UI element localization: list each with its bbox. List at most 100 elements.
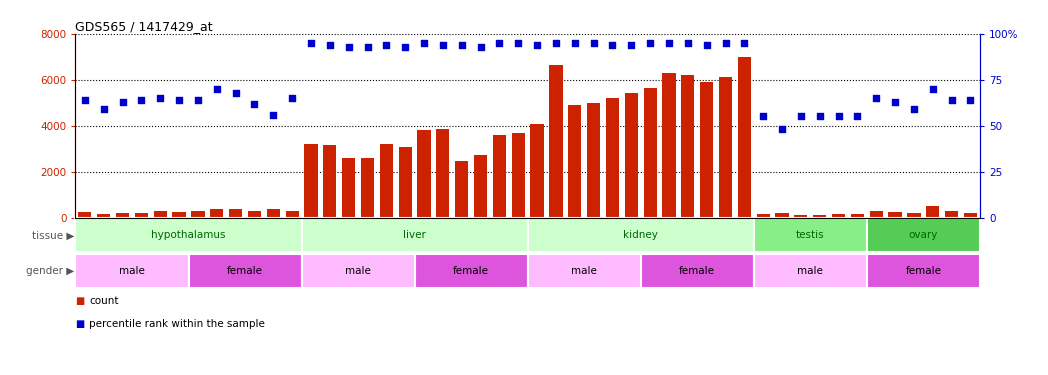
Bar	[640, 254, 754, 288]
Bar	[342, 158, 355, 218]
Bar	[474, 156, 487, 218]
Bar	[738, 57, 751, 217]
Point	[190, 97, 206, 103]
Point	[435, 42, 452, 48]
Point	[585, 40, 602, 46]
Bar	[794, 215, 807, 217]
Bar	[379, 144, 393, 218]
Bar	[398, 147, 412, 218]
Bar	[192, 211, 204, 218]
Bar	[832, 214, 845, 217]
Bar	[266, 210, 280, 218]
Bar	[302, 254, 415, 288]
Bar	[587, 103, 601, 218]
Bar	[527, 218, 754, 252]
Point	[473, 44, 489, 50]
Point	[528, 42, 545, 48]
Point	[755, 113, 771, 119]
Bar	[189, 254, 302, 288]
Point	[322, 42, 339, 48]
Point	[868, 95, 885, 101]
Point	[717, 40, 734, 46]
Point	[114, 99, 131, 105]
Bar	[754, 254, 867, 288]
Bar	[754, 218, 867, 252]
Point	[492, 40, 508, 46]
Bar	[851, 214, 864, 217]
Bar	[625, 93, 638, 218]
Bar	[511, 132, 525, 218]
Bar	[302, 218, 527, 252]
Text: hypothalamus: hypothalamus	[151, 230, 225, 240]
Bar	[230, 209, 242, 218]
Bar	[455, 161, 468, 218]
Point	[604, 42, 620, 48]
Point	[679, 40, 696, 46]
Point	[849, 113, 866, 119]
Bar	[889, 212, 901, 217]
Point	[378, 42, 395, 48]
Bar	[493, 135, 506, 218]
Point	[284, 95, 301, 101]
Bar	[662, 73, 676, 217]
Text: male: male	[345, 266, 371, 276]
Text: percentile rank within the sample: percentile rank within the sample	[89, 319, 265, 329]
Point	[811, 113, 828, 119]
Bar	[154, 211, 167, 218]
Bar	[606, 98, 619, 218]
Bar	[813, 215, 826, 217]
Text: female: female	[905, 266, 941, 276]
Point	[943, 97, 960, 103]
Text: liver: liver	[403, 230, 427, 240]
Text: kidney: kidney	[624, 230, 658, 240]
Point	[341, 44, 357, 50]
Bar	[361, 158, 374, 218]
Bar	[417, 130, 431, 218]
Text: male: male	[798, 266, 824, 276]
Text: ovary: ovary	[909, 230, 938, 240]
Bar	[323, 145, 336, 218]
Bar	[870, 211, 882, 218]
Point	[209, 86, 225, 92]
Point	[830, 113, 847, 119]
Bar	[530, 124, 544, 217]
Text: gender ▶: gender ▶	[26, 266, 74, 276]
Text: male: male	[119, 266, 145, 276]
Bar	[700, 82, 714, 218]
Text: testis: testis	[796, 230, 825, 240]
Point	[359, 44, 376, 50]
Point	[887, 99, 903, 105]
Point	[924, 86, 941, 92]
Bar	[116, 213, 129, 217]
Bar	[75, 254, 189, 288]
Point	[227, 90, 244, 96]
Bar	[549, 65, 563, 218]
Bar	[248, 211, 261, 218]
Point	[660, 40, 677, 46]
Bar	[135, 213, 148, 217]
Point	[641, 40, 658, 46]
Bar	[173, 212, 185, 217]
Point	[962, 97, 979, 103]
Point	[303, 40, 320, 46]
Bar	[568, 105, 582, 218]
Bar	[681, 75, 695, 217]
Text: ■: ■	[75, 296, 85, 306]
Bar	[867, 254, 980, 288]
Point	[773, 126, 790, 132]
Bar	[75, 218, 302, 252]
Bar	[719, 77, 733, 218]
Point	[152, 95, 169, 101]
Point	[95, 106, 112, 112]
Point	[698, 42, 715, 48]
Text: GDS565 / 1417429_at: GDS565 / 1417429_at	[75, 20, 213, 33]
Bar	[79, 212, 91, 217]
Point	[265, 112, 282, 118]
Text: ■: ■	[75, 319, 85, 329]
Bar	[97, 214, 110, 217]
Bar	[757, 214, 770, 217]
Text: female: female	[679, 266, 715, 276]
Point	[510, 40, 527, 46]
Bar	[964, 213, 977, 217]
Point	[792, 113, 809, 119]
